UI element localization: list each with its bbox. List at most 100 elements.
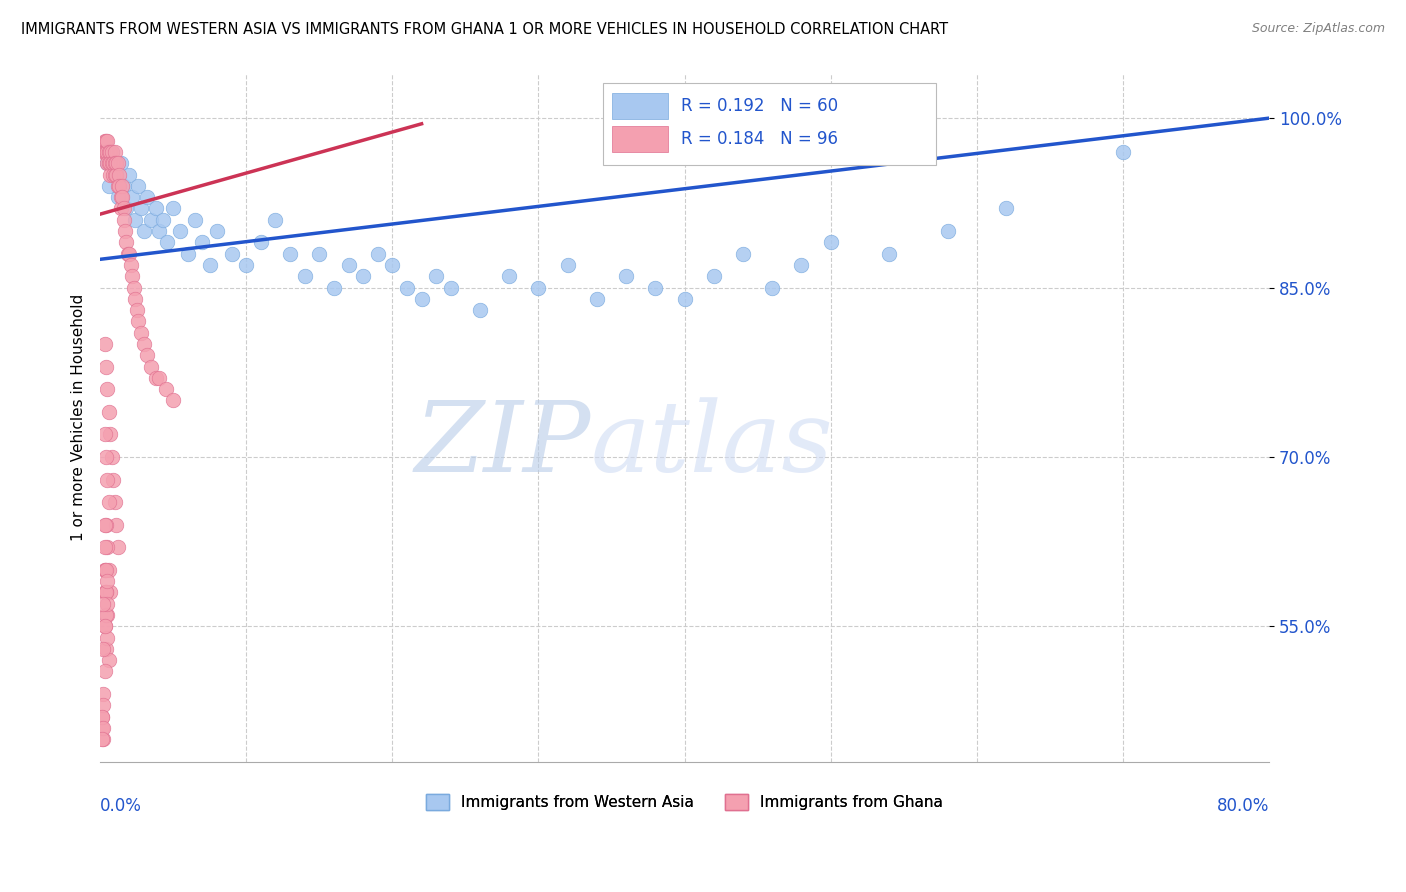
Point <box>152 212 174 227</box>
Point <box>107 541 129 555</box>
Point <box>108 178 131 193</box>
Text: atlas: atlas <box>591 397 834 492</box>
Point <box>184 212 207 227</box>
Point <box>124 212 146 227</box>
Point <box>440 280 463 294</box>
Point <box>761 280 783 294</box>
Point <box>94 585 117 599</box>
Point <box>162 393 184 408</box>
Point <box>118 246 141 260</box>
Point <box>96 597 118 611</box>
Point <box>820 235 842 250</box>
Text: R = 0.192   N = 60: R = 0.192 N = 60 <box>681 97 838 115</box>
Point <box>90 721 112 735</box>
Point <box>155 382 177 396</box>
Point <box>94 641 117 656</box>
Point <box>96 134 118 148</box>
Text: Source: ZipAtlas.com: Source: ZipAtlas.com <box>1251 22 1385 36</box>
Point <box>162 202 184 216</box>
Point <box>145 371 167 385</box>
Point <box>308 246 330 260</box>
Point <box>93 563 115 577</box>
Point <box>93 517 115 532</box>
Point <box>125 303 148 318</box>
Point <box>278 246 301 260</box>
Point <box>93 619 115 633</box>
Point <box>93 665 115 679</box>
Point <box>145 202 167 216</box>
Point <box>322 280 344 294</box>
Point <box>527 280 550 294</box>
Point <box>498 269 520 284</box>
Point <box>97 495 120 509</box>
Point <box>94 607 117 622</box>
Point <box>91 597 114 611</box>
Point <box>96 574 118 589</box>
Point <box>352 269 374 284</box>
Point <box>108 168 131 182</box>
Point <box>96 382 118 396</box>
Point <box>129 326 152 340</box>
Text: IMMIGRANTS FROM WESTERN ASIA VS IMMIGRANTS FROM GHANA 1 OR MORE VEHICLES IN HOUS: IMMIGRANTS FROM WESTERN ASIA VS IMMIGRAN… <box>21 22 948 37</box>
Point <box>98 168 121 182</box>
Point <box>135 348 157 362</box>
Point <box>94 517 117 532</box>
Legend: Immigrants from Western Asia, Immigrants from Ghana: Immigrants from Western Asia, Immigrants… <box>420 788 949 816</box>
Point <box>96 156 118 170</box>
Point <box>395 280 418 294</box>
Point <box>105 168 128 182</box>
Point <box>103 168 125 182</box>
Point <box>97 156 120 170</box>
Point <box>90 709 112 723</box>
Point <box>112 178 135 193</box>
Point <box>103 156 125 170</box>
Point <box>121 269 143 284</box>
Point <box>91 641 114 656</box>
Point <box>141 212 163 227</box>
Point <box>205 224 228 238</box>
Point <box>411 292 433 306</box>
Point <box>557 258 579 272</box>
FancyBboxPatch shape <box>603 83 936 165</box>
Point <box>91 145 114 159</box>
Point <box>105 156 128 170</box>
Point <box>148 371 170 385</box>
Point <box>101 145 124 159</box>
Point <box>101 156 124 170</box>
Point <box>127 178 149 193</box>
Text: R = 0.184   N = 96: R = 0.184 N = 96 <box>681 130 838 148</box>
Point <box>141 359 163 374</box>
Point <box>425 269 447 284</box>
FancyBboxPatch shape <box>612 126 668 153</box>
Point <box>337 258 360 272</box>
Point <box>93 134 115 148</box>
Point <box>93 337 115 351</box>
Point <box>198 258 221 272</box>
Point <box>877 246 900 260</box>
Text: ZIP: ZIP <box>415 397 591 492</box>
Point <box>644 280 666 294</box>
Point <box>97 178 120 193</box>
Point <box>117 246 139 260</box>
Point <box>98 427 121 442</box>
Point <box>790 258 813 272</box>
Point <box>93 563 115 577</box>
Point <box>90 732 112 747</box>
Point <box>112 202 135 216</box>
Point <box>104 168 127 182</box>
Point <box>936 224 959 238</box>
Point <box>114 224 136 238</box>
Point <box>98 145 121 159</box>
Point <box>101 145 124 159</box>
Point <box>107 190 129 204</box>
Point <box>96 473 118 487</box>
Point <box>104 495 127 509</box>
Point <box>121 190 143 204</box>
Point <box>96 631 118 645</box>
Point <box>93 585 115 599</box>
Point <box>110 202 132 216</box>
Y-axis label: 1 or more Vehicles in Household: 1 or more Vehicles in Household <box>72 293 86 541</box>
Point <box>191 235 214 250</box>
Point <box>110 190 132 204</box>
Point <box>101 450 124 464</box>
